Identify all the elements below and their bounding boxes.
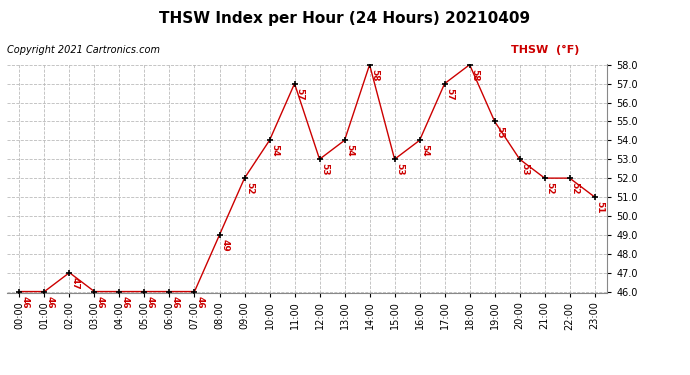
Text: 55: 55: [495, 126, 504, 138]
Text: THSW  (°F): THSW (°F): [511, 45, 579, 55]
Text: 46: 46: [146, 296, 155, 308]
Text: 51: 51: [595, 201, 604, 214]
Text: 54: 54: [270, 144, 279, 157]
Text: 57: 57: [295, 88, 304, 100]
Text: 46: 46: [195, 296, 204, 308]
Text: 58: 58: [471, 69, 480, 81]
Text: 46: 46: [46, 296, 55, 308]
Text: 46: 46: [21, 296, 30, 308]
Text: 52: 52: [571, 182, 580, 195]
Text: 46: 46: [170, 296, 179, 308]
Text: 58: 58: [371, 69, 380, 81]
Text: Copyright 2021 Cartronics.com: Copyright 2021 Cartronics.com: [7, 45, 160, 55]
Text: 53: 53: [521, 164, 530, 176]
Text: 57: 57: [446, 88, 455, 100]
Text: 49: 49: [221, 239, 230, 252]
Text: 52: 52: [546, 182, 555, 195]
Text: 47: 47: [70, 277, 79, 290]
Text: THSW Index per Hour (24 Hours) 20210409: THSW Index per Hour (24 Hours) 20210409: [159, 11, 531, 26]
Text: 53: 53: [395, 164, 404, 176]
Text: 54: 54: [421, 144, 430, 157]
Text: 52: 52: [246, 182, 255, 195]
Text: 54: 54: [346, 144, 355, 157]
Text: 46: 46: [121, 296, 130, 308]
Text: 53: 53: [321, 164, 330, 176]
Text: 46: 46: [95, 296, 104, 308]
